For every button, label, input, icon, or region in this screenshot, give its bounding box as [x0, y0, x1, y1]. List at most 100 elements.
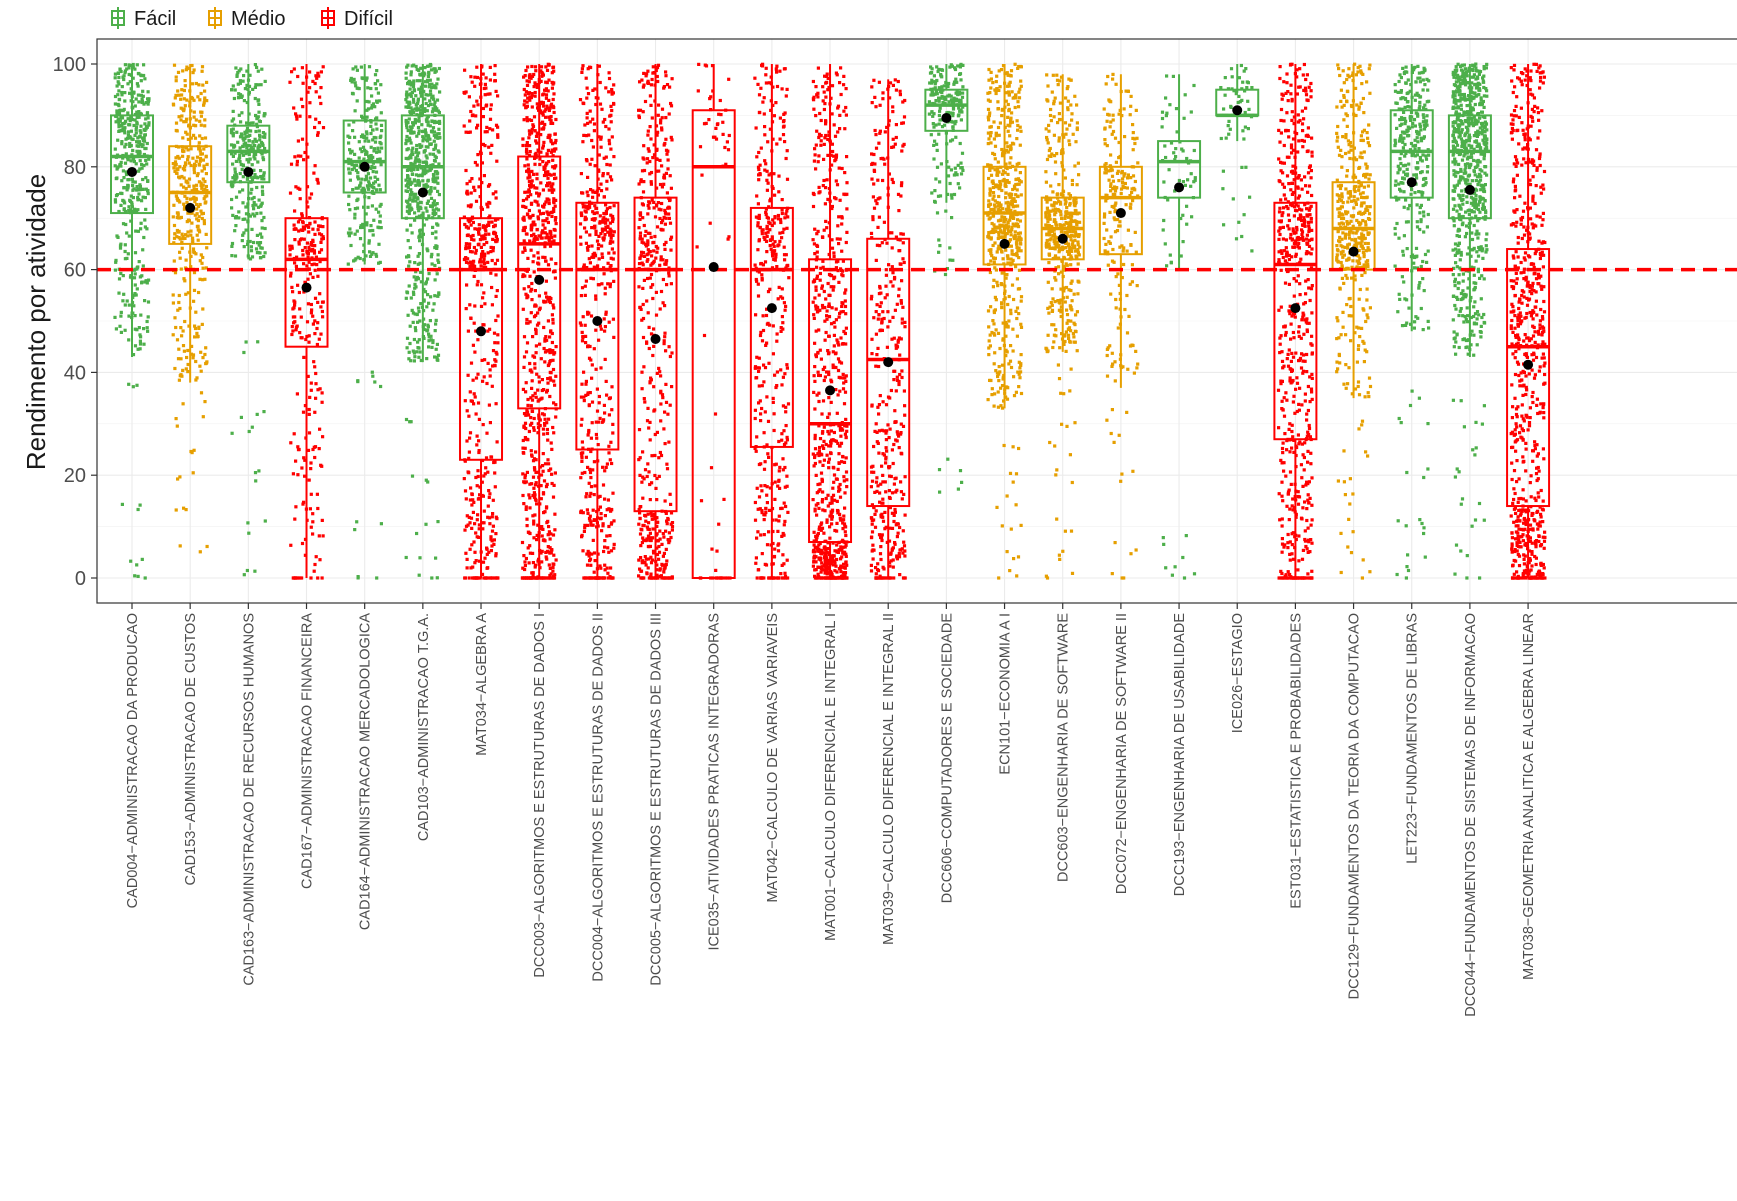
- data-point: [117, 75, 121, 80]
- data-point: [484, 466, 488, 470]
- data-point: [378, 260, 382, 264]
- data-point: [376, 157, 380, 162]
- data-point: [261, 158, 266, 162]
- data-point: [351, 67, 355, 71]
- data-point: [416, 340, 420, 344]
- data-point: [648, 201, 652, 205]
- data-point: [648, 531, 652, 535]
- data-point: [359, 225, 363, 230]
- data-point: [540, 378, 544, 382]
- data-point: [759, 484, 763, 488]
- data-point: [436, 294, 440, 298]
- data-point: [192, 68, 196, 72]
- data-point: [529, 248, 533, 252]
- data-point: [784, 304, 788, 308]
- data-point: [638, 473, 642, 477]
- data-point: [523, 563, 527, 568]
- data-point: [127, 314, 131, 318]
- data-point: [303, 246, 307, 250]
- outlier-point: [135, 563, 139, 567]
- data-point: [481, 423, 485, 427]
- data-point: [607, 444, 611, 448]
- data-point: [481, 250, 485, 254]
- data-point: [300, 466, 304, 470]
- data-point: [490, 303, 494, 307]
- data-point: [307, 340, 311, 344]
- data-point: [417, 116, 421, 120]
- data-point: [493, 363, 497, 367]
- data-point: [244, 152, 248, 156]
- data-point: [528, 423, 533, 427]
- data-point: [370, 165, 374, 169]
- data-point: [587, 403, 591, 407]
- data-point: [775, 70, 779, 74]
- data-point: [414, 150, 418, 154]
- data-point: [367, 156, 371, 160]
- data-point: [198, 364, 202, 368]
- data-point: [772, 554, 777, 559]
- data-point: [492, 331, 497, 335]
- data-point: [587, 517, 592, 521]
- data-point: [534, 134, 539, 138]
- data-point: [481, 115, 485, 119]
- data-point: [316, 506, 320, 511]
- data-point: [602, 156, 606, 160]
- data-point: [604, 209, 608, 213]
- data-point: [754, 313, 758, 317]
- data-point: [523, 421, 528, 425]
- data-point: [782, 562, 786, 566]
- data-point: [584, 455, 588, 459]
- data-point: [131, 148, 135, 153]
- data-point: [657, 544, 661, 549]
- data-point: [483, 227, 487, 231]
- data-point: [114, 260, 118, 264]
- data-point: [584, 241, 588, 245]
- data-point: [481, 142, 485, 146]
- data-point: [549, 467, 553, 471]
- data-point: [664, 563, 668, 567]
- data-point: [252, 175, 256, 180]
- data-point: [302, 237, 306, 241]
- data-point: [257, 198, 261, 202]
- data-point: [294, 264, 298, 268]
- data-point: [358, 183, 362, 187]
- data-point: [638, 231, 643, 235]
- data-point: [192, 98, 196, 102]
- data-point: [118, 67, 122, 72]
- data-point: [494, 273, 498, 277]
- data-point: [309, 311, 313, 315]
- data-point: [663, 566, 667, 570]
- data-point: [758, 399, 762, 403]
- data-point: [610, 385, 614, 389]
- data-point: [173, 316, 177, 320]
- data-point: [638, 511, 642, 515]
- data-point: [180, 232, 184, 236]
- data-point: [523, 560, 527, 564]
- data-point: [533, 65, 538, 69]
- data-point: [481, 296, 485, 300]
- data-point: [525, 341, 530, 345]
- data-point: [309, 388, 313, 392]
- data-point: [472, 321, 476, 325]
- data-point: [783, 111, 787, 115]
- data-point: [650, 536, 654, 540]
- data-point: [359, 65, 363, 69]
- data-point: [369, 124, 373, 128]
- data-point: [230, 152, 234, 156]
- data-point: [143, 122, 147, 126]
- data-point: [133, 251, 138, 255]
- data-point: [552, 483, 556, 487]
- data-point: [610, 216, 614, 220]
- data-point: [763, 366, 768, 370]
- data-point: [536, 217, 540, 221]
- data-point: [553, 269, 557, 274]
- data-point: [587, 257, 591, 261]
- data-point: [663, 576, 667, 580]
- outlier-point: [256, 340, 260, 344]
- data-point: [143, 196, 147, 200]
- data-point: [348, 178, 352, 182]
- data-point: [545, 161, 549, 165]
- data-point: [612, 546, 616, 550]
- data-point: [522, 554, 526, 558]
- data-point: [553, 218, 557, 222]
